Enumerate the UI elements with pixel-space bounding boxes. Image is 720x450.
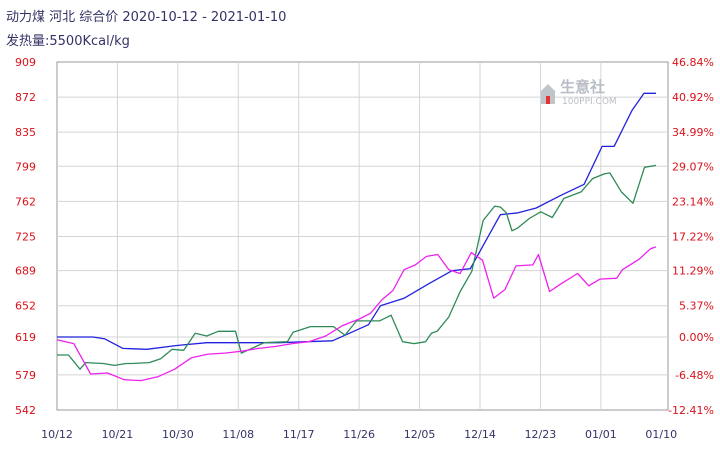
watermark-logo-icon [540,84,556,104]
y-left-tick-label: 762 [15,195,36,208]
x-ticks: 10/12 10/21 10/30 11/08 11/17 11/26 12/05 12/14… [41,428,677,441]
y-right-tick-label: 5.37% [679,300,714,313]
watermark-url: 100PPI.COM [562,97,617,107]
y-right-tick-label: 17.22% [672,230,714,243]
y-right-ticks: -12.41% -6.48% 0.00% 5.37% 11.29% 17.22% 23.14… [668,56,714,417]
chart-subtitle: 发热量:5500Kcal/kg [6,33,130,49]
y-right-tick-label: 34.99% [672,126,714,139]
x-tick-label: 11/17 [283,428,315,441]
y-left-tick-label: 835 [15,126,36,139]
y-right-tick-label: 29.07% [672,160,714,173]
y-right-tick-label: 0.00% [679,331,714,344]
y-right-tick-label: 23.14% [672,195,714,208]
y-left-tick-label: 909 [15,56,36,69]
watermark-brand: 生意社 [560,78,605,96]
y-right-tick-label: 40.92% [672,91,714,104]
y-left-tick-label: 872 [15,91,36,104]
series-line-1 [57,92,656,350]
x-tick-label: 01/01 [585,428,617,441]
y-left-tick-label: 542 [15,404,36,417]
x-tick-label: 12/23 [525,428,557,441]
x-tick-label: 11/08 [222,428,254,441]
grid-layer [57,62,668,410]
y-left-tick-label: 689 [15,265,36,278]
x-tick-label: 12/05 [404,428,436,441]
x-tick-label: 11/26 [343,428,375,441]
y-left-tick-label: 619 [15,331,36,344]
y-left-tick-label: 799 [15,160,36,173]
x-tick-label: 10/12 [41,428,73,441]
x-tick-label: 01/10 [645,428,677,441]
series-layer [56,92,657,382]
y-left-ticks: 542 579 619 652 689 725 762 799 835 872 909 [15,56,36,417]
x-tick-label: 10/21 [102,428,134,441]
series-line-3 [56,246,657,382]
y-left-tick-label: 725 [15,230,36,243]
y-right-tick-label: 11.29% [672,265,714,278]
chart-title: 动力煤 河北 综合价 2020-10-12 - 2021-01-10 [6,10,286,25]
y-right-tick-label: 46.84% [672,56,714,69]
y-right-tick-label: -6.48% [675,369,714,382]
watermark: 生意社 100PPI.COM [540,78,617,107]
x-tick-label: 12/14 [464,428,496,441]
y-left-tick-label: 652 [15,300,36,313]
y-right-tick-label: -12.41% [668,404,714,417]
series-line-2 [57,164,657,370]
y-left-tick-label: 579 [15,369,36,382]
x-tick-label: 10/30 [162,428,194,441]
